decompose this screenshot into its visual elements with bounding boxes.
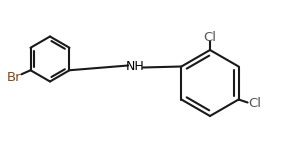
Text: Cl: Cl bbox=[248, 97, 261, 110]
Text: Br: Br bbox=[7, 71, 22, 84]
Text: NH: NH bbox=[126, 60, 145, 73]
Text: Cl: Cl bbox=[203, 31, 217, 43]
